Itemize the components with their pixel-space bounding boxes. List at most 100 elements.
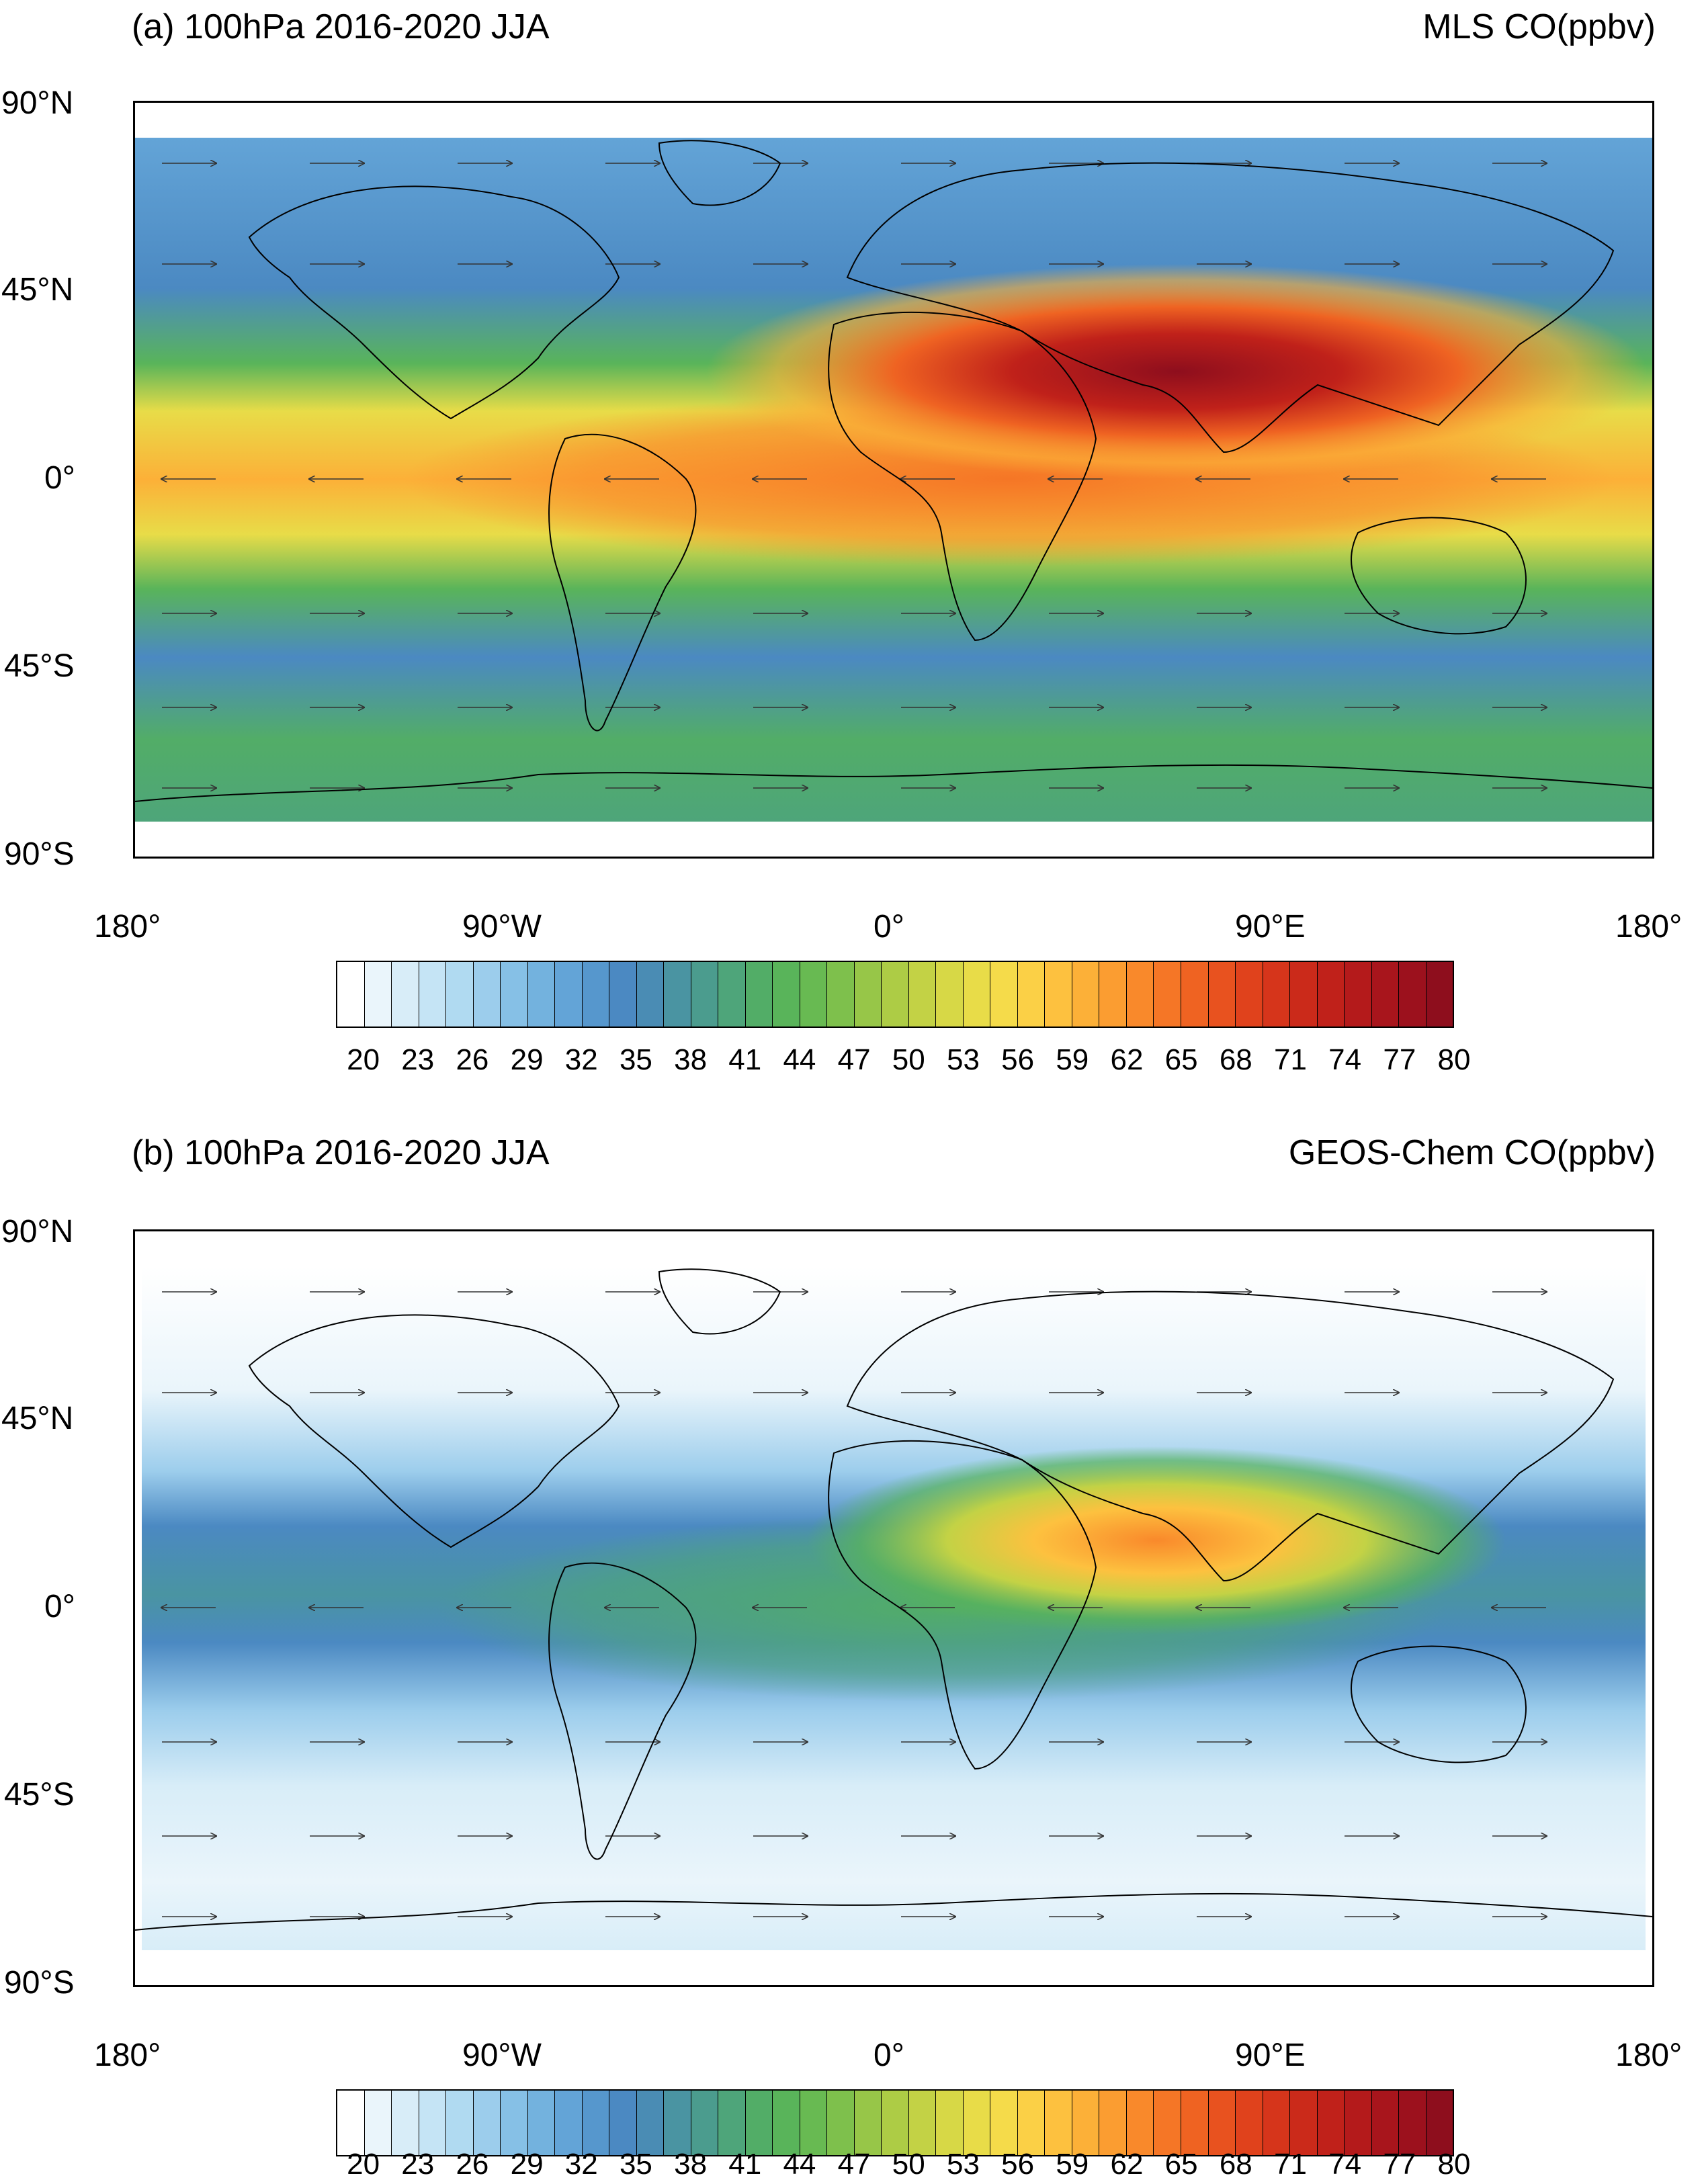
panel-a-coast-australia	[1351, 517, 1527, 635]
panel-b-colorbar-label: 68	[1219, 2148, 1252, 2181]
panel-a-colorbar-cell	[1317, 962, 1345, 1027]
panel-b-coast-australia	[1351, 1645, 1527, 1763]
panel-b-colorbar-cell	[882, 2091, 909, 2155]
panel-b-coast-north-america	[248, 1314, 620, 1548]
panel-a-ytick-90n: 90°N	[1, 85, 74, 121]
panel-a-colorbar-cell	[364, 962, 392, 1027]
panel-b-coast-south-america	[548, 1562, 697, 1860]
panel-b-colorbar-cell	[582, 2091, 610, 2155]
panel-a-colorbar-label: 47	[837, 1043, 871, 1076]
panel-a-colorbar-cell	[1017, 962, 1046, 1027]
panel-b-wind-vectors	[162, 1292, 1546, 1917]
panel-a-colorbar-label: 32	[564, 1043, 598, 1076]
panel-a-asian-monsoon-anticyclone	[706, 264, 1647, 479]
panel-b-coast-greenland	[658, 1268, 781, 1335]
panel-a-colorbar-cell	[1181, 962, 1209, 1027]
panel-a-colorbar-cell	[936, 962, 964, 1027]
panel-b-colorbar-cell	[936, 2091, 964, 2155]
panel-a-xtick-90e: 90°E	[1235, 909, 1306, 945]
panel-a-colorbar-label: 23	[401, 1043, 435, 1076]
panel-b-colorbar-label: 44	[783, 2148, 816, 2181]
panel-a-colorbar-cell	[473, 962, 501, 1027]
panel-b-colorbar-cell	[800, 2091, 828, 2155]
panel-a-coastlines	[135, 140, 1652, 802]
panel-b-colorbar-label: 62	[1110, 2148, 1144, 2181]
panel-a-coast-north-america	[248, 185, 620, 420]
panel-a-colorbar-cell	[555, 962, 583, 1027]
panel-a-colorbar-label: 53	[946, 1043, 980, 1076]
panel-b-colorbar-cell	[1290, 2091, 1318, 2155]
panel-b-colorbar-label: 59	[1056, 2148, 1089, 2181]
panel-a-colorbar-cell	[1426, 962, 1453, 1027]
panel-b-colorbar-cell	[1371, 2091, 1400, 2155]
panel-b-colorbar-label: 50	[892, 2148, 925, 2181]
panel-a-colorbar-cell	[990, 962, 1018, 1027]
panel-a-colorbar-label: 50	[892, 1043, 925, 1076]
panel-a-colorbar-cell	[1154, 962, 1181, 1027]
panel-b-colorbar-cell	[392, 2091, 419, 2155]
panel-a-colorbar-cell	[718, 962, 746, 1027]
panel-b-ytick-45n: 45°N	[1, 1401, 74, 1436]
panel-b-colorbar-label: 77	[1383, 2148, 1416, 2181]
panel-b-colorbar	[336, 2089, 1454, 2156]
panel-a-colorbar-cell	[636, 962, 665, 1027]
panel-b-colorbar-label: 20	[347, 2148, 380, 2181]
panel-a-colorbar-cell	[1045, 962, 1072, 1027]
panel-a-colorbar-cell	[800, 962, 828, 1027]
panel-b-map-svg	[135, 1266, 1652, 1950]
panel-b-colorbar-cell	[337, 2091, 365, 2155]
panel-b-colorbar-cell	[1208, 2091, 1236, 2155]
panel-b-colorbar-cell	[827, 2091, 855, 2155]
panel-a-colorbar-cell	[609, 962, 637, 1027]
panel-b-colorbar-cell	[773, 2091, 800, 2155]
panel-b-colorbar-cell	[473, 2091, 501, 2155]
panel-a-ytick-0: 0°	[44, 460, 75, 496]
panel-b-coastlines	[135, 1268, 1652, 1931]
panel-a-map-svg	[135, 138, 1652, 822]
panel-a-colorbar-label: 68	[1219, 1043, 1252, 1076]
panel-a-colorbar-cell	[963, 962, 991, 1027]
panel-b-colorbar-cell	[1426, 2091, 1453, 2155]
panel-a-colorbar-cell	[501, 962, 528, 1027]
panel-a-colorbar-cell	[1399, 962, 1426, 1027]
panel-b-colorbar-label: 38	[674, 2148, 708, 2181]
panel-a-ytick-45n: 45°N	[1, 272, 74, 308]
panel-a-colorbar-cell	[745, 962, 773, 1027]
panel-b-colorbar-cell	[718, 2091, 746, 2155]
panel-a-colorbar-cell	[1099, 962, 1127, 1027]
panel-b-colorbar-label: 56	[1001, 2148, 1035, 2181]
panel-b-colorbar-cell	[664, 2091, 691, 2155]
panel-a-coast-south-america	[548, 433, 697, 732]
panel-b-colorbar-label: 53	[946, 2148, 980, 2181]
panel-b-colorbar-label: 29	[510, 2148, 544, 2181]
panel-b-colorbar-cell	[1099, 2091, 1127, 2155]
panel-b-colorbar-cell	[1126, 2091, 1154, 2155]
panel-a-colorbar-label: 62	[1110, 1043, 1144, 1076]
panel-b-colorbar-label: 80	[1437, 2148, 1471, 2181]
panel-b-colorbar-cell	[1399, 2091, 1426, 2155]
panel-a-colorbar-cell	[1371, 962, 1400, 1027]
panel-b-colorbar-cell	[691, 2091, 719, 2155]
panel-b-title-right: GEOS-Chem CO(ppbv)	[1288, 1133, 1656, 1172]
panel-a-colorbar-label: 41	[728, 1043, 762, 1076]
panel-b-title-left: (b) 100hPa 2016-2020 JJA	[132, 1133, 550, 1172]
panel-a-colorbar-cell	[1072, 962, 1100, 1027]
panel-b-colorbar-cell	[1072, 2091, 1100, 2155]
panel-a-colorbar-cell	[392, 962, 419, 1027]
panel-a-colorbar-cell	[882, 962, 909, 1027]
panel-a-colorbar-cell	[827, 962, 855, 1027]
panel-b-colorbar-cell	[555, 2091, 583, 2155]
panel-a-colorbar-cell	[1236, 962, 1263, 1027]
panel-b-xtick-0: 0°	[874, 2038, 904, 2073]
panel-a-colorbar-label: 35	[619, 1043, 652, 1076]
panel-b-colorbar-label: 71	[1274, 2148, 1307, 2181]
panel-a-map	[133, 101, 1654, 859]
panel-b-colorbar-cell	[745, 2091, 773, 2155]
panel-a-colorbar-cell	[1263, 962, 1291, 1027]
panel-b-colorbar-label: 32	[564, 2148, 598, 2181]
panel-a-colorbar-labels: 20 23 26 29 32 35 38 41 44 47 50 53 56 59 62 65 68 71 74 77…	[336, 1043, 1470, 1079]
panel-b-colorbar-cell	[446, 2091, 474, 2155]
panel-b-colorbar-cell	[908, 2091, 937, 2155]
panel-a-colorbar-cell	[908, 962, 937, 1027]
panel-a-colorbar-cell	[773, 962, 800, 1027]
